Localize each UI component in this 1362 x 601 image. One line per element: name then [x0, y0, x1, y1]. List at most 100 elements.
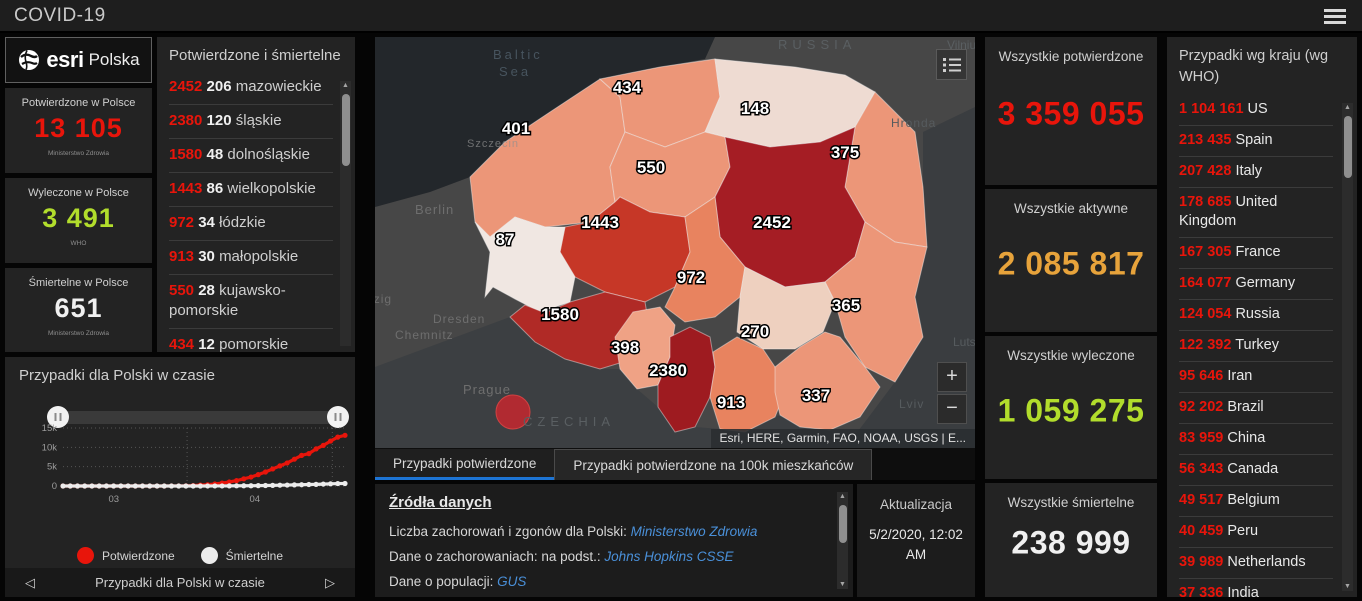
country-name: Canada	[1227, 461, 1279, 477]
series-point	[241, 476, 247, 482]
place-label: Chemnitz	[395, 328, 454, 342]
region-list-row[interactable]: 1580 48 dolnośląskie	[169, 139, 333, 173]
series-point	[219, 483, 225, 489]
series-point	[313, 446, 319, 452]
hamburger-menu-icon[interactable]	[1324, 9, 1346, 24]
country-list-row[interactable]: 39 989 Netherlands	[1179, 548, 1333, 579]
series-point	[161, 483, 167, 489]
country-list-row[interactable]: 207 428 Italy	[1179, 157, 1333, 188]
time-slider-track[interactable]	[51, 411, 345, 424]
map-region-value: 270	[741, 322, 769, 341]
map-legend-button[interactable]	[936, 49, 967, 80]
time-series-chart[interactable]: 0 5k 10k 15k 03 04	[5, 385, 355, 545]
map-region-lubelskie[interactable]	[824, 221, 928, 383]
place-label: Leipzig	[375, 292, 392, 306]
source-link[interactable]: Ministerstwo Zdrowia	[630, 524, 758, 539]
place-label: Prague	[463, 382, 511, 397]
slider-handle-left[interactable]	[47, 406, 69, 428]
country-list-row[interactable]: 37 336 India	[1179, 579, 1333, 597]
map-tab-inactive[interactable]: Przypadki potwierdzone na 100k mieszkańc…	[554, 449, 873, 480]
legend-swatch	[76, 547, 94, 564]
chart-panel: Przypadki dla Polski w czasie 0 5k 10k 15k 0…	[5, 357, 355, 597]
country-list-row[interactable]: 92 202 Brazil	[1179, 393, 1333, 424]
country-list-row[interactable]: 1 104 161 US	[1179, 95, 1333, 126]
country-list-row[interactable]: 213 435 Spain	[1179, 126, 1333, 157]
region-list-row[interactable]: 2380 120 śląskie	[169, 105, 333, 139]
series-point	[255, 472, 261, 478]
stat-deaths-poland: Śmiertelne w Polsce 651 Ministerstwo Zdr…	[5, 268, 152, 352]
map-region-łódzkie[interactable]	[664, 196, 746, 323]
country-list-row[interactable]: 40 459 Peru	[1179, 517, 1333, 548]
stat-recovered-poland: Wyleczone w Polsce 3 491 WHO	[5, 178, 152, 263]
carousel-next-icon[interactable]: ▷	[325, 575, 335, 590]
region-list-row[interactable]: 2452 206 mazowieckie	[169, 71, 333, 105]
country-name: India	[1227, 585, 1259, 597]
country-list-row[interactable]: 95 646 Iran	[1179, 362, 1333, 393]
scroll-up-icon[interactable]: ▲	[839, 493, 846, 500]
map-region-podkarpackie[interactable]	[774, 331, 881, 431]
region-list-scrollbar[interactable]: ▲	[340, 81, 351, 346]
series-point	[183, 483, 189, 489]
legend-item-Śmiertelne[interactable]: Śmiertelne	[200, 547, 283, 564]
series-point	[342, 480, 348, 487]
region-list-row[interactable]: 1443 86 wielkopolskie	[169, 173, 333, 207]
map-region-śląskie[interactable]	[657, 326, 716, 433]
region-list-row[interactable]: 434 12 pomorskie	[169, 329, 333, 352]
country-name: Brazil	[1227, 399, 1264, 415]
map-region-lubuskie[interactable]	[474, 216, 576, 313]
country-list-row[interactable]: 167 305 France	[1179, 238, 1333, 269]
stat-title: Śmiertelne w Polsce	[28, 277, 129, 289]
zoom-in-button[interactable]: +	[937, 362, 967, 392]
stat-title: Wszystkie wyleczone	[1007, 348, 1135, 363]
series-point	[125, 483, 131, 489]
country-list-row[interactable]: 122 392 Turkey	[1179, 331, 1333, 362]
slider-handle-right[interactable]	[327, 406, 349, 428]
scrollbar-thumb[interactable]	[341, 94, 350, 166]
country-list-row[interactable]: 56 343 Canada	[1179, 455, 1333, 486]
region-list-row[interactable]: 550 28 kujawsko-pomorskie	[169, 275, 333, 329]
scroll-down-icon[interactable]: ▼	[1344, 583, 1351, 590]
source-link[interactable]: GUS	[497, 573, 527, 589]
legend-swatch	[200, 547, 218, 564]
zoom-out-button[interactable]: −	[937, 394, 967, 424]
series-point	[147, 483, 153, 489]
series-point	[190, 483, 196, 489]
country-name: Turkey	[1235, 337, 1279, 353]
globe-icon	[19, 50, 40, 70]
series-point	[118, 483, 124, 489]
series-point	[327, 438, 334, 444]
x-axis-tick: 03	[108, 494, 119, 505]
country-list-row[interactable]: 124 054 Russia	[1179, 300, 1333, 331]
stat-value: 3 491	[42, 203, 115, 233]
map-region-dolnośląskie[interactable]	[509, 291, 651, 370]
map-region-małopolskie[interactable]	[709, 336, 786, 433]
series-point	[277, 482, 283, 488]
source-link[interactable]: Johns Hopkins CSSE	[604, 548, 734, 564]
country-list-row[interactable]: 178 685 United Kingdom	[1179, 188, 1333, 238]
region-confirmed-value: 913	[169, 248, 195, 265]
country-list-scrollbar[interactable]: ▲ ▼	[1342, 103, 1353, 591]
scrollbar-thumb[interactable]	[1343, 116, 1352, 178]
scroll-down-icon[interactable]: ▼	[839, 581, 846, 588]
region-list-row[interactable]: 972 34 łódzkie	[169, 207, 333, 241]
country-list-row[interactable]: 164 077 Germany	[1179, 269, 1333, 300]
map-region-value: 401	[502, 119, 530, 138]
carousel-prev-icon[interactable]: ◁	[25, 575, 35, 590]
country-list-row[interactable]: 83 959 China	[1179, 424, 1333, 455]
stat-value: 2 085 817	[997, 244, 1145, 281]
region-list-row[interactable]: 913 30 małopolskie	[169, 241, 333, 275]
scroll-up-icon[interactable]: ▲	[342, 82, 349, 89]
baltic-sea-area	[375, 37, 715, 207]
sources-scrollbar[interactable]: ▲ ▼	[837, 492, 848, 589]
region-confirmed-value: 1580	[169, 146, 203, 163]
country-list-row[interactable]: 49 517 Belgium	[1179, 486, 1333, 517]
map-region-świętokrzyskie[interactable]	[736, 266, 836, 350]
scrollbar-thumb[interactable]	[838, 505, 847, 543]
country-name: US	[1247, 101, 1268, 117]
scroll-up-icon[interactable]: ▲	[1344, 104, 1351, 111]
map-tab-active[interactable]: Przypadki potwierdzone	[375, 449, 555, 480]
legend-item-Potwierdzone[interactable]: Potwierdzone	[76, 547, 175, 564]
region-confirmed-value: 550	[169, 282, 195, 299]
stat-title: Wszystkie potwierdzone	[998, 49, 1144, 64]
